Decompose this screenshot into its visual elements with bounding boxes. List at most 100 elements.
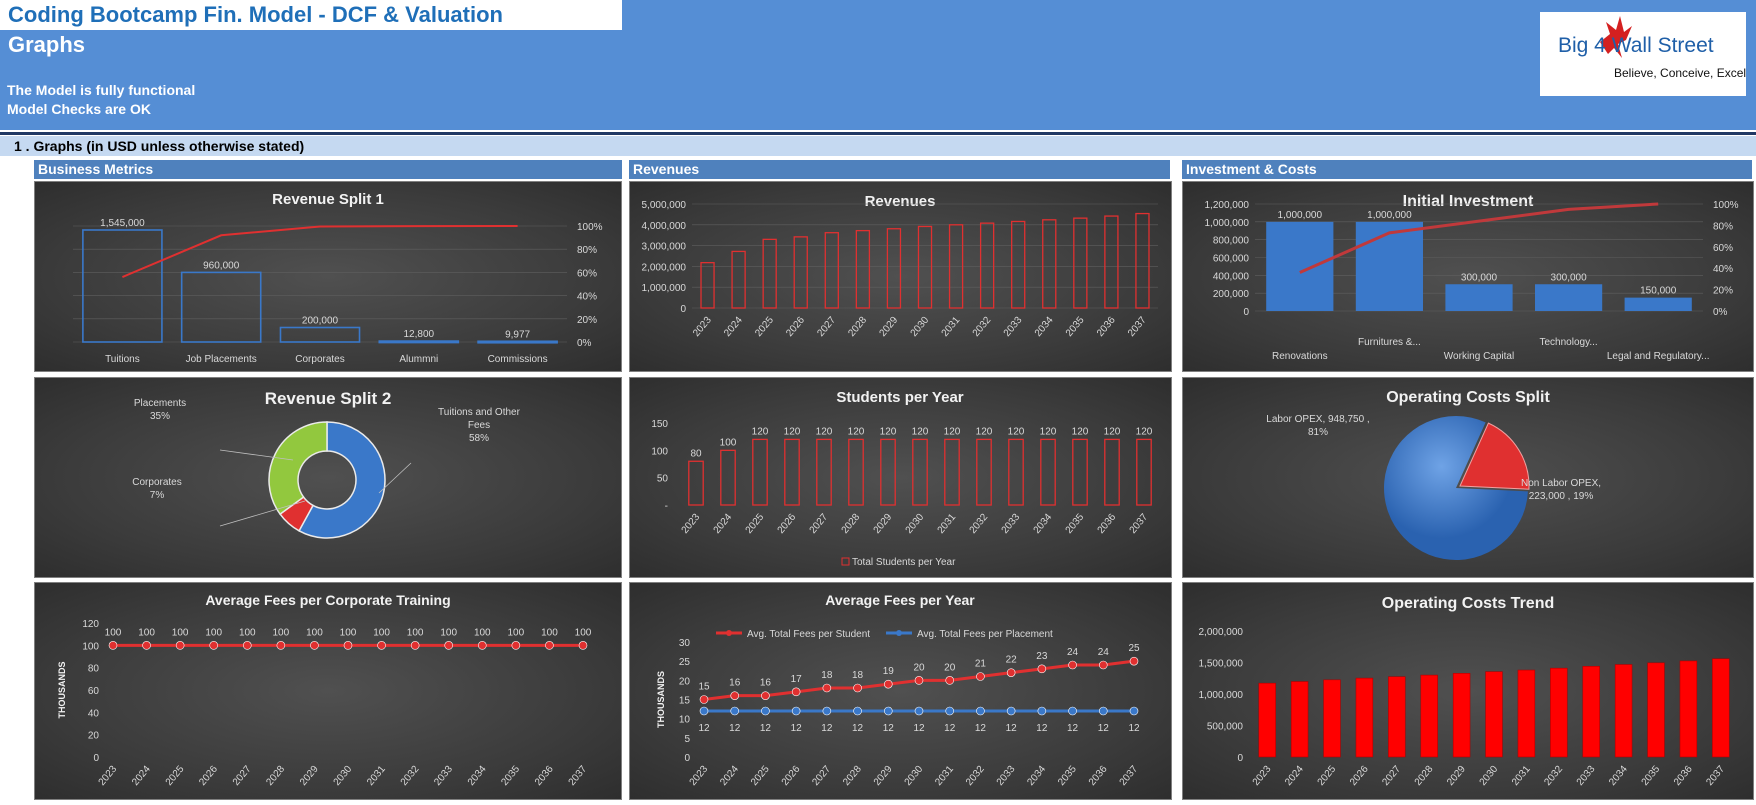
x-tick-label: 2031	[940, 315, 963, 339]
data-label: 120	[1008, 426, 1025, 437]
pie-slice	[1384, 416, 1528, 560]
chart-revenue-split-2[interactable]: Revenue Split 2 Tuitions and Other Fees 58%…	[34, 377, 622, 578]
y2-tick-label: 60%	[577, 268, 597, 279]
data-label: 120	[1136, 426, 1153, 437]
x-tick-label: Commissions	[488, 354, 548, 365]
data-point	[108, 641, 118, 650]
y-tick-label: 600,000	[1213, 254, 1250, 265]
data-label: 120	[944, 426, 961, 437]
legend-marker	[896, 630, 902, 636]
column-header-investment: Investment & Costs	[1182, 160, 1752, 179]
data-label: 12	[1006, 723, 1018, 734]
y2-tick-label: 40%	[1713, 264, 1733, 275]
bar	[752, 438, 768, 506]
data-label: 21	[975, 659, 987, 670]
data-label: 16	[729, 678, 741, 689]
data-label: 1,000,000	[1367, 210, 1412, 221]
bar	[912, 438, 928, 506]
x-tick-label: 2032	[971, 315, 994, 339]
model-checks-status: Model Checks are OK	[7, 101, 151, 117]
x-tick-label: 2034	[466, 764, 489, 788]
data-label: 12	[944, 723, 956, 734]
x-tick-label: 2029	[298, 764, 321, 788]
bar	[1073, 217, 1088, 309]
chart-revenue-split-1[interactable]: Revenue Split 1 0% 20% 40% 60% 80% 100% 1,545,0…	[34, 181, 622, 372]
x-tick-label: 2036	[1096, 512, 1119, 536]
bar	[793, 236, 808, 309]
x-tick-label: 2035	[1640, 764, 1663, 788]
data-point	[1037, 706, 1047, 716]
x-tick-label: 2037	[1128, 512, 1151, 536]
bar	[1647, 662, 1665, 758]
x-tick-label: Renovations	[1272, 351, 1328, 362]
y-tick-label: 5,000,000	[642, 200, 687, 211]
x-tick-label: 2034	[1607, 764, 1630, 788]
y-axis-label: THOUSANDS	[656, 671, 666, 728]
x-tick-label: 2031	[365, 764, 388, 788]
data-label: 12	[1067, 723, 1079, 734]
data-label: 20	[944, 662, 956, 673]
x-tick-label: Legal and Regulatory...	[1607, 351, 1710, 362]
bar	[688, 460, 704, 506]
x-tick-label: 2037	[1126, 315, 1149, 339]
x-tick-label: 2028	[1413, 764, 1436, 788]
y2-tick-label: 20%	[1713, 286, 1733, 297]
data-label: 120	[912, 426, 929, 437]
bar	[1104, 215, 1119, 309]
bar	[1104, 438, 1120, 506]
data-label: 300,000	[1551, 272, 1588, 283]
bar	[1072, 438, 1088, 506]
slice-label: Non Labor OPEX,	[1521, 478, 1601, 489]
chart-revenues[interactable]: Revenues 0 1,000,000 2,000,000 3,000,000 4,00…	[629, 181, 1172, 372]
x-tick-label: 2028	[841, 764, 864, 788]
x-tick-label: 2023	[1251, 764, 1274, 788]
x-tick-label: 2029	[878, 315, 901, 339]
bar	[762, 238, 777, 309]
x-tick-label: 2031	[1510, 764, 1533, 788]
data-label: 18	[852, 670, 864, 681]
bar	[824, 232, 839, 309]
data-label: 100	[205, 627, 222, 638]
data-point	[1129, 656, 1139, 666]
data-point	[791, 706, 801, 716]
pie-slice	[1459, 422, 1530, 490]
data-label: 100	[541, 627, 558, 638]
chart-operating-costs-split[interactable]: Operating Costs Split Labor OPEX, 948,750…	[1182, 377, 1754, 578]
x-tick-label: 2036	[1095, 315, 1118, 339]
data-point	[822, 706, 832, 716]
x-tick-label: 2037	[567, 764, 590, 788]
data-label: 12	[729, 723, 741, 734]
data-point	[377, 641, 386, 650]
y-tick-label: 0	[680, 304, 686, 315]
chart-initial-investment[interactable]: Initial Investment 0 200,000 400,000 600,000…	[1182, 181, 1754, 372]
x-tick-label: 2027	[231, 764, 254, 788]
chart-avg-fees-per-year[interactable]: Average Fees per Year 0 5 10 15 20 25 30 THOUSAN…	[629, 582, 1172, 800]
data-point	[853, 706, 862, 716]
x-tick-label: 2023	[680, 512, 703, 536]
data-label: 100	[474, 627, 491, 638]
data-label: 23	[1036, 651, 1048, 662]
leader-line	[219, 500, 306, 527]
data-label: 12	[883, 723, 895, 734]
x-tick-label: 2036	[1672, 764, 1695, 788]
data-label: 24	[1067, 647, 1079, 658]
x-tick-label: 2025	[1316, 764, 1339, 788]
bar	[917, 225, 933, 309]
data-label: 100	[373, 627, 390, 638]
legend-swatch	[841, 557, 850, 566]
y-tick-label: 0	[1243, 307, 1249, 318]
data-point	[175, 641, 185, 650]
x-tick-label: 2032	[399, 764, 422, 788]
data-label: 12	[1098, 723, 1110, 734]
data-point	[1006, 706, 1016, 716]
y-tick-label: 40	[88, 708, 100, 719]
slice-label: 35%	[150, 411, 170, 422]
y-tick-label: 1,000,000	[1205, 218, 1250, 229]
chart-operating-costs-trend[interactable]: Operating Costs Trend 0 500,000 1,000,000 1,…	[1182, 582, 1754, 800]
y2-tick-label: 0%	[1713, 307, 1728, 318]
chart-students-per-year[interactable]: Students per Year - 50 100 150 80 2023 100 2024 1…	[629, 377, 1172, 578]
y-tick-label: 20	[88, 731, 100, 742]
chart-avg-fees-corporate[interactable]: Average Fees per Corporate Training 0 20 40…	[34, 582, 622, 800]
data-point	[242, 641, 252, 650]
x-tick-label: 2032	[964, 764, 987, 788]
